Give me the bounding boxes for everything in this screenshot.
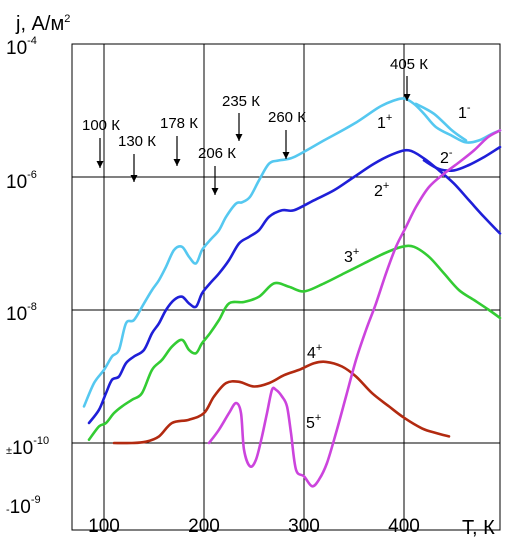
series-label-3-plus: 3+ <box>344 246 359 266</box>
temperature-annotation: 235 К <box>222 93 260 110</box>
grid <box>71 43 501 531</box>
y-tick-label: 10-6 <box>6 169 37 193</box>
series-label-4-plus: 4+ <box>307 342 322 362</box>
series-label-5-plus: 5+ <box>306 412 321 432</box>
temperature-annotation: 405 К <box>390 56 428 73</box>
series-label-2-minus: 2- <box>440 147 453 167</box>
temperature-annotation: 206 К <box>198 145 236 162</box>
series-labels: 1+ 1- 2+ 2- 3+ 4+ 5+ <box>306 102 471 432</box>
series-label-1-plus: 1+ <box>377 112 392 132</box>
annotation-arrow-head <box>403 94 411 101</box>
series-1-plus-line <box>82 97 502 408</box>
series-3-plus-line <box>87 244 502 441</box>
x-tick-label: 300 <box>288 516 320 537</box>
temperature-annotation: 178 К <box>160 115 198 132</box>
series-label-2-plus: 2+ <box>374 180 389 200</box>
series-layer <box>82 97 502 488</box>
y-axis-title: j, А/м2 <box>15 13 70 35</box>
annotation-arrow-head <box>211 188 219 195</box>
series-2-plus-line <box>87 148 502 425</box>
x-tick-label: 400 <box>388 516 420 537</box>
x-tick-label: 200 <box>188 516 220 537</box>
annotation-arrow-head <box>235 134 243 141</box>
temperature-annotation: 260 К <box>268 109 306 126</box>
y-tick-label: 10-4 <box>6 35 37 59</box>
series-2-minus-line <box>422 145 502 172</box>
x-tick-label: 100 <box>88 516 120 537</box>
annotation-arrow-head <box>96 161 104 168</box>
series-4-plus-line <box>112 360 451 445</box>
temperature-annotation: 130 К <box>118 133 156 150</box>
y-tick-label: ±10-10 <box>6 435 49 459</box>
series-5-plus-line <box>207 129 502 488</box>
x-axis-title: Т, К <box>462 517 495 539</box>
y-tick-label: -10-9 <box>6 494 41 518</box>
tick-labels: 100 200 300 400 10-4 10-6 10-8 ±10-10 -10-9 <box>6 35 420 537</box>
annotation-arrow-head <box>173 159 181 166</box>
series-label-1-minus: 1- <box>458 102 471 122</box>
plot-frame <box>71 43 501 531</box>
y-tick-label: 10-8 <box>6 301 37 325</box>
temperature-annotation: 100 К <box>82 117 120 134</box>
annotation-arrow-head <box>282 152 290 159</box>
annotation-arrow-head <box>130 175 138 182</box>
series-1-minus-line <box>414 102 468 142</box>
